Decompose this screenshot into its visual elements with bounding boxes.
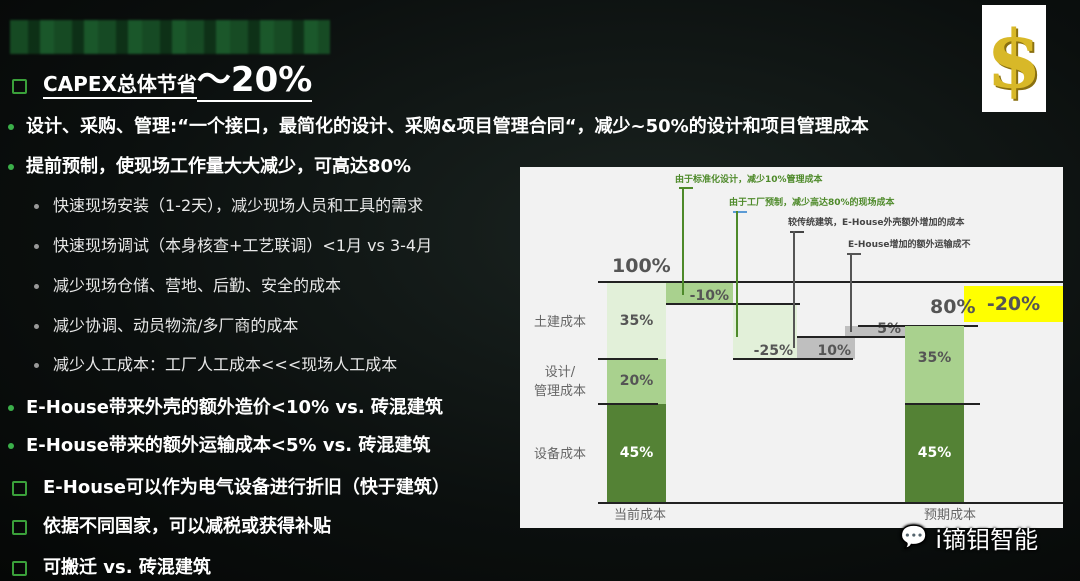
total-label-current: 100% — [612, 255, 671, 277]
connector-line — [666, 303, 800, 306]
savings-bar: -20% — [964, 286, 1063, 322]
bullet-item: 快速现场调试（本身核查+工艺联调）<1月 vs 3-4月 — [34, 232, 432, 256]
wechat-icon: 💬 — [900, 525, 928, 550]
bullet-text: E-House带来的额外运输成本<5% vs. 砖混建筑 — [26, 435, 431, 456]
bullet-text: 依据不同国家，可以减税或获得补贴 — [43, 516, 331, 537]
waterfall-step-bar: -10% — [666, 282, 733, 305]
bar-current-segment: 45% — [607, 403, 666, 503]
waterfall-step-bar: -25% — [733, 304, 797, 360]
bullet-text: E-House可以作为电气设备进行折旧（快于建筑） — [43, 477, 450, 498]
annotation-leader-line — [682, 187, 684, 295]
bar-expected-segment: 45% — [905, 403, 964, 503]
bar-current-segment: 35% — [607, 282, 666, 360]
row-label: 土建成本 — [533, 315, 586, 330]
annotation-tick — [679, 187, 693, 189]
annotation-tick — [790, 231, 804, 233]
dot-bullet-icon — [34, 363, 39, 368]
checkbox-bullet-icon — [12, 78, 27, 94]
bullet-item: E-House带来外壳的额外造价<10% vs. 砖混建筑 — [8, 393, 443, 419]
bullet-item: E-House可以作为电气设备进行折旧（快于建筑） — [12, 473, 450, 499]
bullet-item: 减少人工成本：工厂人工成本<<<现场人工成本 — [34, 351, 397, 375]
row-label: 设备成本 — [533, 447, 586, 462]
watermark-text: i镝钼智能 — [935, 526, 1039, 554]
bullet-item: E-House带来的额外运输成本<5% vs. 砖混建筑 — [8, 431, 430, 457]
savings-highlight: ～20% — [196, 60, 313, 102]
bar-expected-segment: 35% — [905, 326, 964, 404]
bullet-item: 提前预制，使现场工作量大大减少，可高达80% — [8, 152, 411, 178]
bullet-item: 减少协调、动员物流/多厂商的成本 — [34, 312, 298, 336]
bullet-item: 可搬迁 vs. 砖混建筑 — [12, 553, 211, 579]
total-label-expected: 80% — [930, 296, 976, 318]
annotation-text: 由于工厂预制，减少高达80%的现场成本 — [729, 198, 895, 208]
bullet-text: 提前预制，使现场工作量大大减少，可高达80% — [26, 156, 412, 177]
row-label: 设计/ 管理成本 — [533, 365, 586, 399]
bullet-text: 设计、采购、管理:“一个接口，最简化的设计、采购&项目管理合同“，减少~50%的… — [26, 116, 869, 137]
dot-bullet-icon — [34, 204, 39, 209]
dot-bullet-icon — [34, 284, 39, 289]
dot-bullet-icon — [34, 324, 39, 329]
dollar-sign-image: $ — [982, 5, 1046, 112]
annotation-text: 由于标准化设计，减少10%管理成本 — [675, 175, 823, 185]
annotation-leader-line — [850, 253, 852, 332]
annotation-leader-line — [736, 211, 738, 337]
connector-line — [905, 402, 980, 405]
checkbox-bullet-icon — [12, 560, 27, 576]
annotation-text: E-House增加的额外运输成不 — [848, 240, 971, 250]
annotation-text: 较传统建筑，E-House外壳额外增加的成本 — [788, 218, 965, 228]
bullet-item: CAPEX总体节省～20% — [12, 52, 313, 102]
bullet-text: 减少人工成本：工厂人工成本<<<现场人工成本 — [53, 355, 398, 374]
category-label: 预期成本 — [923, 508, 976, 523]
annotation-tick — [733, 211, 747, 213]
bullet-text: E-House带来外壳的额外造价<10% vs. 砖混建筑 — [26, 397, 443, 418]
bar-current-segment: 20% — [607, 359, 666, 404]
connector-line — [598, 402, 658, 405]
dot-bullet-icon — [8, 405, 14, 411]
bullet-item: 快速现场安装（1-2天），减少现场人员和工具的需求 — [34, 192, 423, 216]
connector-line — [598, 358, 658, 361]
annotation-leader-line — [793, 231, 795, 348]
waterfall-step-bar: 10% — [797, 337, 855, 360]
bullet-text: 减少协调、动员物流/多厂商的成本 — [53, 316, 299, 335]
connector-line — [797, 336, 905, 339]
checkbox-bullet-icon — [12, 480, 27, 496]
bullet-text: 快速现场调试（本身核查+工艺联调）<1月 vs 3-4月 — [53, 236, 433, 255]
bullet-text: 减少现场仓储、营地、后勤、安全的成本 — [53, 276, 342, 295]
checkbox-bullet-icon — [12, 519, 27, 535]
bullet-text: 快速现场安装（1-2天），减少现场人员和工具的需求 — [53, 196, 424, 215]
bullet-item: 设计、采购、管理:“一个接口，最简化的设计、采购&项目管理合同“，减少~50%的… — [8, 112, 869, 138]
connector-line — [733, 358, 853, 361]
top-line — [598, 281, 1063, 283]
baseline — [598, 502, 1063, 504]
bullet-item: 减少现场仓储、营地、后勤、安全的成本 — [34, 272, 341, 296]
bullet-item: 依据不同国家，可以减税或获得补贴 — [12, 512, 331, 538]
dot-bullet-icon — [8, 443, 14, 449]
pixelated-title — [10, 20, 330, 54]
dot-bullet-icon — [34, 244, 39, 249]
bullet-text: 可搬迁 vs. 砖混建筑 — [43, 557, 211, 578]
annotation-tick — [847, 253, 861, 255]
dot-bullet-icon — [8, 124, 14, 130]
category-label: 当前成本 — [613, 508, 666, 523]
bullet-text: CAPEX总体节省 — [43, 72, 197, 99]
dot-bullet-icon — [8, 164, 14, 170]
watermark: 💬 i镝钼智能 — [900, 520, 1038, 555]
